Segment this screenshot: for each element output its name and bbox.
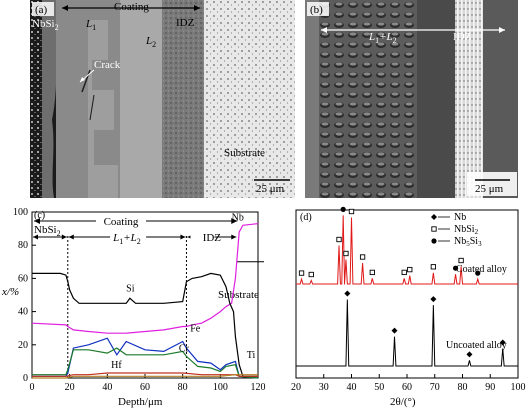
chart-d-frame	[295, 209, 519, 379]
legend-label: Nb5Si3	[454, 236, 482, 248]
idz-label-b: IDZ	[453, 31, 472, 43]
y-tick-label: 0	[23, 373, 28, 384]
diamond-marker	[431, 214, 437, 220]
chart-c-tag: (c)	[34, 210, 45, 221]
chart-d-svg: (d) 2θ/(°) 20 30 40 50 60 70 80 90 100 Coated all…	[291, 206, 526, 408]
scale-bar-b: 25 μm	[475, 183, 504, 195]
x-tick-label: 20	[65, 382, 75, 393]
nbsi2-label: NbSi2	[32, 18, 59, 32]
x-tick-label: 100	[213, 382, 228, 393]
nbsi2-zone-label: NbSi2	[34, 224, 61, 238]
chart-c-svg: (c) x/% Depth/μm Substrate 0 20 40 60 80 100 1…	[1, 207, 266, 408]
chart-d-xlabel: 2θ/(°)	[390, 396, 416, 408]
diamond-marker	[344, 290, 351, 297]
sem-image-b: (b) L1+L2 IDZ 25 μm	[305, 0, 518, 198]
y-tick-label: 100	[13, 207, 28, 218]
chart-d: (d) 2θ/(°) 20 30 40 50 60 70 80 90 100 Coated all…	[270, 200, 528, 409]
x-tick-label: 100	[511, 382, 526, 393]
chart-c-ylabel: x/%	[1, 286, 19, 298]
series-label-nb: Nb	[232, 212, 244, 223]
sem-image-a: (a) Coating NbSi2 L1 L2 IDZ Crack Substr…	[30, 0, 295, 198]
l1l2-label-b: L1+L2	[368, 31, 397, 45]
series-line-cr	[32, 347, 259, 379]
chart-c: (c) x/% Depth/μm Substrate 0 20 40 60 80 100 1…	[0, 200, 268, 409]
idz-label: IDZ	[176, 17, 195, 29]
x-tick-label: 50	[374, 382, 384, 393]
series-label-hf: Hf	[111, 360, 122, 371]
series-label-ti: Ti	[247, 350, 256, 361]
x-tick-label: 60	[402, 382, 412, 393]
scale-bar-a: 25 μm	[256, 183, 285, 195]
x-tick-label: 40	[102, 382, 112, 393]
square-marker	[348, 208, 355, 215]
sem-image-b-canvas: (b) L1+L2 IDZ 25 μm	[305, 0, 518, 198]
square-marker	[401, 269, 407, 276]
sem-image-a-canvas: (a) Coating NbSi2 L1 L2 IDZ Crack Substr…	[30, 0, 295, 198]
x-tick-label: 80	[178, 382, 188, 393]
x-tick-label: 90	[485, 382, 495, 393]
x-tick-label: 20	[291, 382, 301, 393]
x-tick-label: 120	[251, 382, 266, 393]
panel-b-tag: (b)	[310, 4, 323, 16]
x-tick-label: 60	[140, 382, 150, 393]
square-marker	[298, 270, 305, 276]
x-tick-label: 80	[458, 382, 468, 393]
series-label-si: Si	[126, 284, 135, 295]
series-label-cr: Cr	[179, 343, 190, 354]
square-marker	[369, 269, 375, 276]
y-tick-label: 40	[18, 307, 28, 318]
legend-label: Nb	[454, 212, 466, 223]
crack-label: Crack	[94, 59, 121, 71]
y-tick-label: 80	[18, 240, 28, 251]
y-tick-label: 60	[18, 273, 28, 284]
square-marker	[431, 226, 437, 232]
chart-d-tag: (d)	[300, 212, 312, 223]
diamond-marker	[499, 339, 506, 346]
l1-label: L1	[85, 18, 96, 32]
square-marker	[458, 257, 464, 264]
xrd-pattern-coated	[296, 215, 518, 285]
diamond-marker	[466, 351, 473, 358]
circle-marker	[340, 206, 346, 212]
coated-alloy-label: Coated alloy	[456, 264, 507, 275]
diamond-marker	[391, 327, 398, 334]
x-tick-label: 0	[30, 382, 35, 393]
circle-marker	[475, 270, 481, 276]
series-line-fe	[32, 337, 259, 379]
circle-marker	[452, 265, 459, 271]
xrd-pattern-uncoated	[296, 299, 518, 367]
x-tick-label: 40	[347, 382, 357, 393]
square-marker	[407, 266, 413, 273]
l1l2-zone-label: L1+L2	[112, 232, 141, 246]
l2-label: L2	[145, 35, 156, 49]
diamond-marker	[430, 296, 437, 303]
circle-marker	[431, 238, 437, 244]
chart-c-xlabel: Depth/μm	[118, 396, 163, 408]
panel-a-tag: (a)	[35, 4, 48, 16]
coating-label-bg	[96, 214, 146, 226]
substrate-label-c: Substrate	[218, 289, 259, 301]
series-line-nb	[31, 223, 259, 334]
substrate-label: Substrate	[224, 147, 265, 159]
coating-label-c: Coating	[104, 216, 139, 228]
l1l2-label-bg	[110, 229, 147, 243]
legend-label: NbSi2	[454, 224, 479, 236]
square-marker	[430, 264, 437, 270]
square-marker	[308, 271, 314, 278]
x-tick-label: 30	[319, 382, 329, 393]
idz-zone-label: IDZ	[203, 232, 222, 244]
square-marker	[336, 236, 342, 243]
coating-label: Coating	[114, 1, 149, 13]
idz-label-bg	[190, 230, 215, 242]
uncoated-alloy-label: Uncoated alloy	[446, 340, 507, 351]
series-label-fe: Fe	[190, 324, 201, 335]
y-tick-label: 20	[18, 340, 28, 351]
square-marker	[343, 250, 349, 257]
x-tick-label: 70	[430, 382, 440, 393]
square-marker	[359, 254, 366, 260]
series-line-si	[32, 272, 258, 377]
series-line-ti	[32, 374, 258, 379]
